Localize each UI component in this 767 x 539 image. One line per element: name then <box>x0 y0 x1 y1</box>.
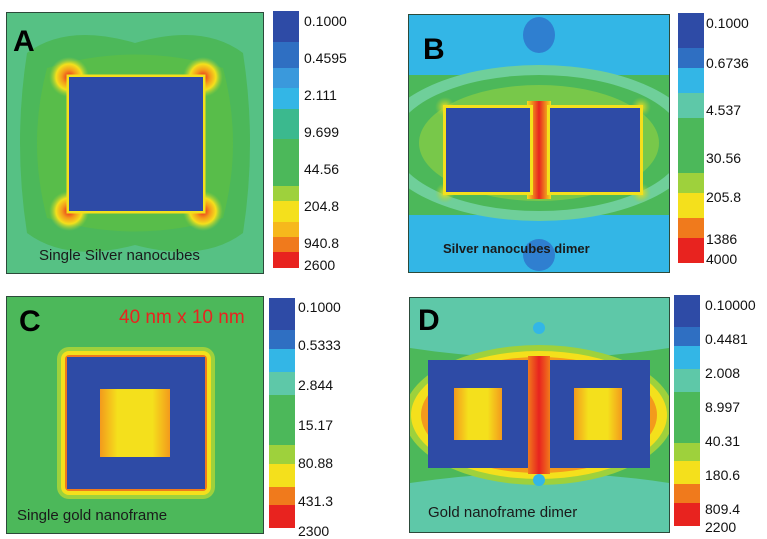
colorbar-tick: 205.8 <box>706 189 742 205</box>
colorbar-tick: 4000 <box>706 251 738 267</box>
silver-nanocube-left <box>446 108 530 192</box>
silver-nanocube <box>69 77 203 211</box>
colorbar-tick: 0.4481 <box>705 331 748 347</box>
colorbar-tick: 44.56 <box>304 161 340 177</box>
colorbar-tick: 204.8 <box>304 198 340 214</box>
colorbar-tick: 80.88 <box>298 455 334 471</box>
size-label: 40 nm x 10 nm <box>119 307 245 328</box>
panel-caption: Silver nanocubes dimer <box>443 241 590 256</box>
colorbar-tick: 0.6736 <box>706 55 749 71</box>
colorbar-tick: 0.1000 <box>706 15 749 31</box>
nanoframe-cavity <box>100 389 170 457</box>
colorbar-tick: 2600 <box>304 257 336 273</box>
field-map-d-graphic <box>410 298 669 532</box>
colorbar-tick: 0.10000 <box>705 297 756 313</box>
colorbar-tick: 40.31 <box>705 433 741 449</box>
colorbar-tick: 15.17 <box>298 417 334 433</box>
panel-letter: D <box>418 304 440 337</box>
colorbar-tick: 30.56 <box>706 150 742 166</box>
colorbar-tick: 431.3 <box>298 493 334 509</box>
panel-letter: B <box>423 33 445 66</box>
colorbar-tick: 0.1000 <box>304 13 347 29</box>
field-map-d: D Gold nanoframe dimer <box>409 297 670 533</box>
colorbar-tick: 0.4595 <box>304 50 347 66</box>
panel-letter: A <box>13 25 35 58</box>
panel-caption: Single gold nanoframe <box>17 507 168 524</box>
colorbar-tick: 8.997 <box>705 399 741 415</box>
colorbar-tick: 2300 <box>298 523 330 539</box>
colorbar-a <box>273 11 299 268</box>
field-map-a-graphic <box>7 13 263 273</box>
colorbar-tick: 2.844 <box>298 377 334 393</box>
colorbar-b <box>678 13 704 263</box>
colorbar-c <box>269 298 295 528</box>
colorbar-tick: 2.008 <box>705 365 741 381</box>
panel-caption: Gold nanoframe dimer <box>428 504 578 521</box>
panel-caption: Single Silver nanocubes <box>39 247 200 264</box>
nanoframe-cavity-left <box>454 388 502 440</box>
colorbar-tick: 1386 <box>706 231 738 247</box>
silver-nanocube-right <box>550 108 640 192</box>
field-map-b: B Silver nanocubes dimer <box>408 14 670 273</box>
colorbar-tick: 180.6 <box>705 467 741 483</box>
colorbar-tick: 0.5333 <box>298 337 341 353</box>
colorbar-tick: 809.4 <box>705 501 741 517</box>
colorbar-tick: 9.699 <box>304 124 340 140</box>
field-map-c-graphic <box>7 297 263 533</box>
colorbar-tick: 2.111 <box>304 87 337 103</box>
colorbar-tick: 940.8 <box>304 235 340 251</box>
nanoframe-cavity-right <box>574 388 622 440</box>
field-map-c: C 40 nm x 10 nm Single gold nanoframe <box>6 296 264 534</box>
colorbar-d <box>674 295 700 526</box>
colorbar-tick: 0.1000 <box>298 299 341 315</box>
field-map-b-graphic <box>409 15 669 272</box>
colorbar-tick: 4.537 <box>706 102 742 118</box>
panel-letter: C <box>19 305 41 338</box>
colorbar-tick: 2200 <box>705 519 737 535</box>
field-map-a: A Single Silver nanocubes <box>6 12 264 274</box>
